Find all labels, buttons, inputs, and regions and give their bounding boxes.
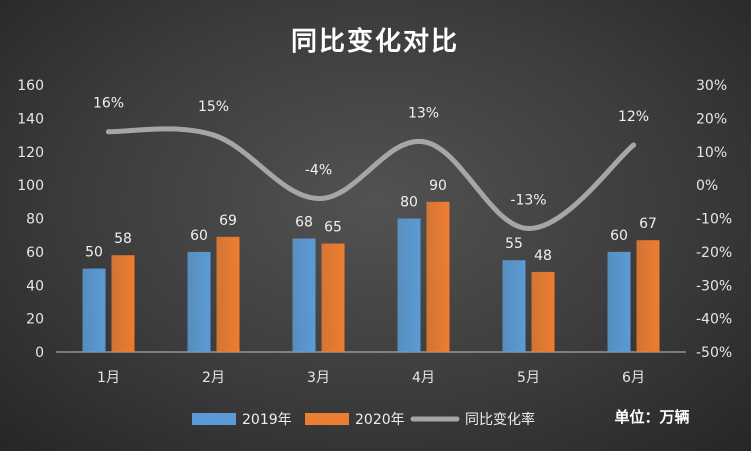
y-right-tick-label: -30%	[696, 278, 732, 294]
line-layer	[106, 126, 636, 232]
y-left-tick-label: 20	[26, 312, 44, 328]
bar-value-label: 48	[534, 248, 552, 264]
y-left-tick-label: 140	[17, 111, 44, 127]
rate-point-1月	[106, 129, 111, 135]
bar-2020年-3月	[321, 243, 345, 352]
bar-value-label: 69	[219, 213, 237, 229]
bar-value-label: 60	[610, 228, 628, 244]
y-left-tick-label: 60	[26, 245, 44, 261]
legend-label: 2019年	[242, 412, 292, 428]
rate-point-3月	[316, 195, 321, 201]
bar-value-label: 50	[85, 245, 103, 261]
y-right-tick-label: 20%	[696, 111, 727, 127]
legend-swatch-2020年	[305, 413, 349, 425]
bar-2019年-5月	[502, 260, 526, 352]
y-right-tick-label: 0%	[696, 178, 718, 194]
y-right-tick-label: -10%	[696, 212, 732, 228]
rate-point-5月	[526, 226, 531, 232]
x-tick-label: 1月	[97, 370, 120, 386]
y-left-tick-label: 40	[26, 278, 44, 294]
y-left-tick-label: 160	[17, 78, 44, 94]
bars-layer	[82, 201, 660, 352]
bar-2020年-5月	[531, 271, 555, 352]
rate-point-4月	[421, 139, 426, 145]
bar-2020年-1月	[111, 255, 135, 352]
y-right-tick-label: -40%	[696, 312, 732, 328]
y-left-tick-label: 100	[17, 178, 44, 194]
bar-2020年-2月	[216, 236, 240, 352]
x-tick-label: 3月	[307, 370, 330, 386]
bar-2020年-6月	[636, 240, 660, 352]
bar-value-label: 65	[324, 220, 342, 236]
legend-swatch-2019年	[192, 413, 236, 425]
rate-line	[106, 126, 636, 232]
y-right-tick-label: -50%	[696, 345, 732, 361]
labels-layer: 50 60 68 80 55 60 58 69 65 90 48 67 16% 15% -4% 13% -13%…	[85, 96, 657, 264]
rate-value-label: 16%	[93, 96, 124, 112]
y-right-tick-label: 30%	[696, 78, 727, 94]
bar-2019年-6月	[607, 251, 631, 352]
legend-label: 同比变化率	[465, 411, 535, 428]
rate-value-label: 15%	[198, 99, 229, 115]
rate-value-label: 13%	[408, 106, 439, 122]
rate-value-label: -4%	[305, 162, 332, 178]
x-tick-label: 4月	[412, 370, 435, 386]
bar-value-label: 60	[190, 228, 208, 244]
rate-point-2月	[211, 132, 216, 138]
bar-value-label: 55	[505, 236, 523, 252]
y-left-tick-label: 80	[26, 212, 44, 228]
unit-note: 单位：万辆	[614, 408, 689, 426]
bar-2019年-4月	[397, 218, 421, 352]
y-right-tick-label: 10%	[696, 145, 727, 161]
x-tick-label: 2月	[202, 370, 225, 386]
x-tick-label: 6月	[622, 370, 645, 386]
bar-2019年-3月	[292, 238, 316, 352]
legend-label: 2020年	[355, 412, 405, 428]
bar-2020年-4月	[426, 201, 450, 352]
chart-title: 同比变化对比	[291, 26, 459, 57]
y-right-tick-label: -20%	[696, 245, 732, 261]
bar-2019年-1月	[82, 268, 106, 352]
rate-value-label: -13%	[510, 193, 546, 209]
bar-value-label: 67	[639, 216, 657, 232]
x-tick-label: 5月	[517, 370, 540, 386]
legend: 2019年 2020年 同比变化率	[192, 411, 535, 428]
bar-value-label: 80	[400, 195, 418, 211]
rate-point-6月	[631, 142, 636, 148]
axes-layer: 0 20 40 60 80 100 120 140 160 -50% -40% -30% -20% -10…	[17, 78, 732, 386]
bar-value-label: 68	[295, 215, 313, 231]
rate-value-label: 12%	[618, 109, 649, 125]
y-left-tick-label: 120	[17, 145, 44, 161]
bar-value-label: 58	[114, 231, 132, 247]
y-left-tick-label: 0	[35, 345, 44, 361]
bar-2019年-2月	[187, 251, 211, 352]
bar-value-label: 90	[429, 178, 447, 194]
